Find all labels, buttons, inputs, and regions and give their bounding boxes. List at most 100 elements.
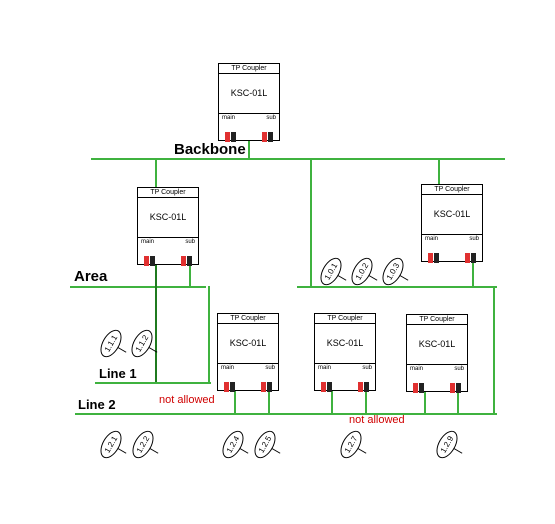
port-sub-label: sub	[266, 115, 276, 121]
pin-black-icon	[187, 256, 192, 266]
bus-line	[310, 158, 312, 286]
pin-black-icon	[419, 383, 424, 393]
address-stem	[117, 347, 126, 353]
address-oval: 1.2.4	[218, 427, 248, 461]
address-oval: 1.2.2	[128, 427, 158, 461]
bus-line	[493, 286, 495, 413]
address-oval: 1.0.3	[378, 254, 408, 288]
coupler-bb: TP CouplerKSC-01Lmain sub	[218, 63, 280, 141]
address-stem	[117, 448, 126, 454]
device-ports: mainsub	[407, 365, 467, 372]
pin-black-icon	[434, 253, 439, 263]
pin-red-icon	[358, 382, 363, 392]
connector-left	[428, 253, 439, 263]
address-oval: 1.1.1	[96, 326, 126, 360]
bus-line	[155, 158, 157, 188]
address-oval: 1.2.1	[96, 427, 126, 461]
bus-line	[75, 413, 301, 415]
device-header: TP Coupler	[218, 314, 278, 324]
bus-line	[472, 261, 474, 286]
not-allowed-label: not allowed	[349, 414, 405, 426]
device-model: KSC-01L	[218, 324, 278, 364]
pin-black-icon	[231, 132, 236, 142]
section-label-area: Area	[74, 268, 107, 285]
pin-red-icon	[413, 383, 418, 393]
pin-red-icon	[321, 382, 326, 392]
address-oval: 1.2.7	[336, 427, 366, 461]
port-main-label: main	[318, 365, 331, 371]
port-main-label: main	[425, 236, 438, 242]
device-ports: mainsub	[315, 364, 375, 371]
address-stem	[239, 448, 248, 454]
pin-black-icon	[150, 256, 155, 266]
pin-red-icon	[261, 382, 266, 392]
port-main-label: main	[141, 239, 154, 245]
address-oval: 1.1.2	[127, 326, 157, 360]
port-sub-label: sub	[185, 239, 195, 245]
pin-red-icon	[144, 256, 149, 266]
device-ports: main sub	[422, 235, 482, 242]
connector-right	[262, 132, 273, 142]
address-stem	[337, 275, 346, 281]
pin-red-icon	[450, 383, 455, 393]
address-oval: 1.2.9	[432, 427, 462, 461]
pin-red-icon	[428, 253, 433, 263]
address-stem	[149, 448, 158, 454]
topology-diagram: BackboneAreaLine 1Line 2not allowednot a…	[0, 0, 555, 524]
section-label-line2: Line 2	[78, 397, 116, 412]
connector-right	[465, 253, 476, 263]
connector-left	[144, 256, 155, 266]
pin-black-icon	[230, 382, 235, 392]
port-sub-label: sub	[265, 365, 275, 371]
bus-line	[189, 263, 191, 286]
connector-left	[321, 382, 332, 392]
bus-line	[91, 158, 505, 160]
bus-line	[457, 390, 459, 413]
section-label-backbone: Backbone	[174, 141, 246, 158]
device-model: KSC-01L	[422, 195, 482, 235]
device-ports: main sub	[219, 114, 279, 121]
coupler-l2a: TP CouplerKSC-01Lmainsub	[314, 313, 376, 391]
pin-black-icon	[364, 382, 369, 392]
connector-left	[225, 132, 236, 142]
device-header: TP Coupler	[315, 314, 375, 324]
bus-line	[95, 382, 211, 384]
address-stem	[271, 448, 280, 454]
pin-red-icon	[224, 382, 229, 392]
port-sub-label: sub	[469, 236, 479, 242]
pin-black-icon	[268, 132, 273, 142]
address-stem	[357, 448, 366, 454]
bus-line	[268, 389, 270, 413]
connector-left	[413, 383, 424, 393]
address-stem	[368, 275, 377, 281]
address-stem	[453, 448, 462, 454]
device-model: KSC-01L	[219, 74, 279, 114]
device-model: KSC-01L	[315, 324, 375, 364]
device-header: TP Coupler	[422, 185, 482, 195]
device-ports: main sub	[218, 364, 278, 371]
bus-line	[331, 389, 333, 413]
pin-red-icon	[465, 253, 470, 263]
address-oval: 1.0.2	[347, 254, 377, 288]
coupler-a2: TP CouplerKSC-01Lmain sub	[421, 184, 483, 262]
bus-line	[438, 158, 440, 186]
bus-line	[208, 286, 210, 382]
connector-left	[224, 382, 235, 392]
bus-line	[70, 286, 206, 288]
pin-red-icon	[262, 132, 267, 142]
device-model: KSC-01L	[138, 198, 198, 238]
address-oval: 1.0.1	[316, 254, 346, 288]
coupler-l2b: TP CouplerKSC-01Lmainsub	[406, 314, 468, 392]
bus-line	[248, 140, 250, 158]
device-header: TP Coupler	[138, 188, 198, 198]
port-main-label: main	[221, 365, 234, 371]
device-header: TP Coupler	[219, 64, 279, 74]
port-sub-label: sub	[454, 366, 464, 372]
section-label-line1: Line 1	[99, 366, 137, 381]
connector-right	[450, 383, 461, 393]
bus-line	[155, 263, 157, 382]
port-main-label: main	[222, 115, 235, 121]
connector-right	[261, 382, 272, 392]
pin-black-icon	[267, 382, 272, 392]
device-ports: main sub	[138, 238, 198, 245]
